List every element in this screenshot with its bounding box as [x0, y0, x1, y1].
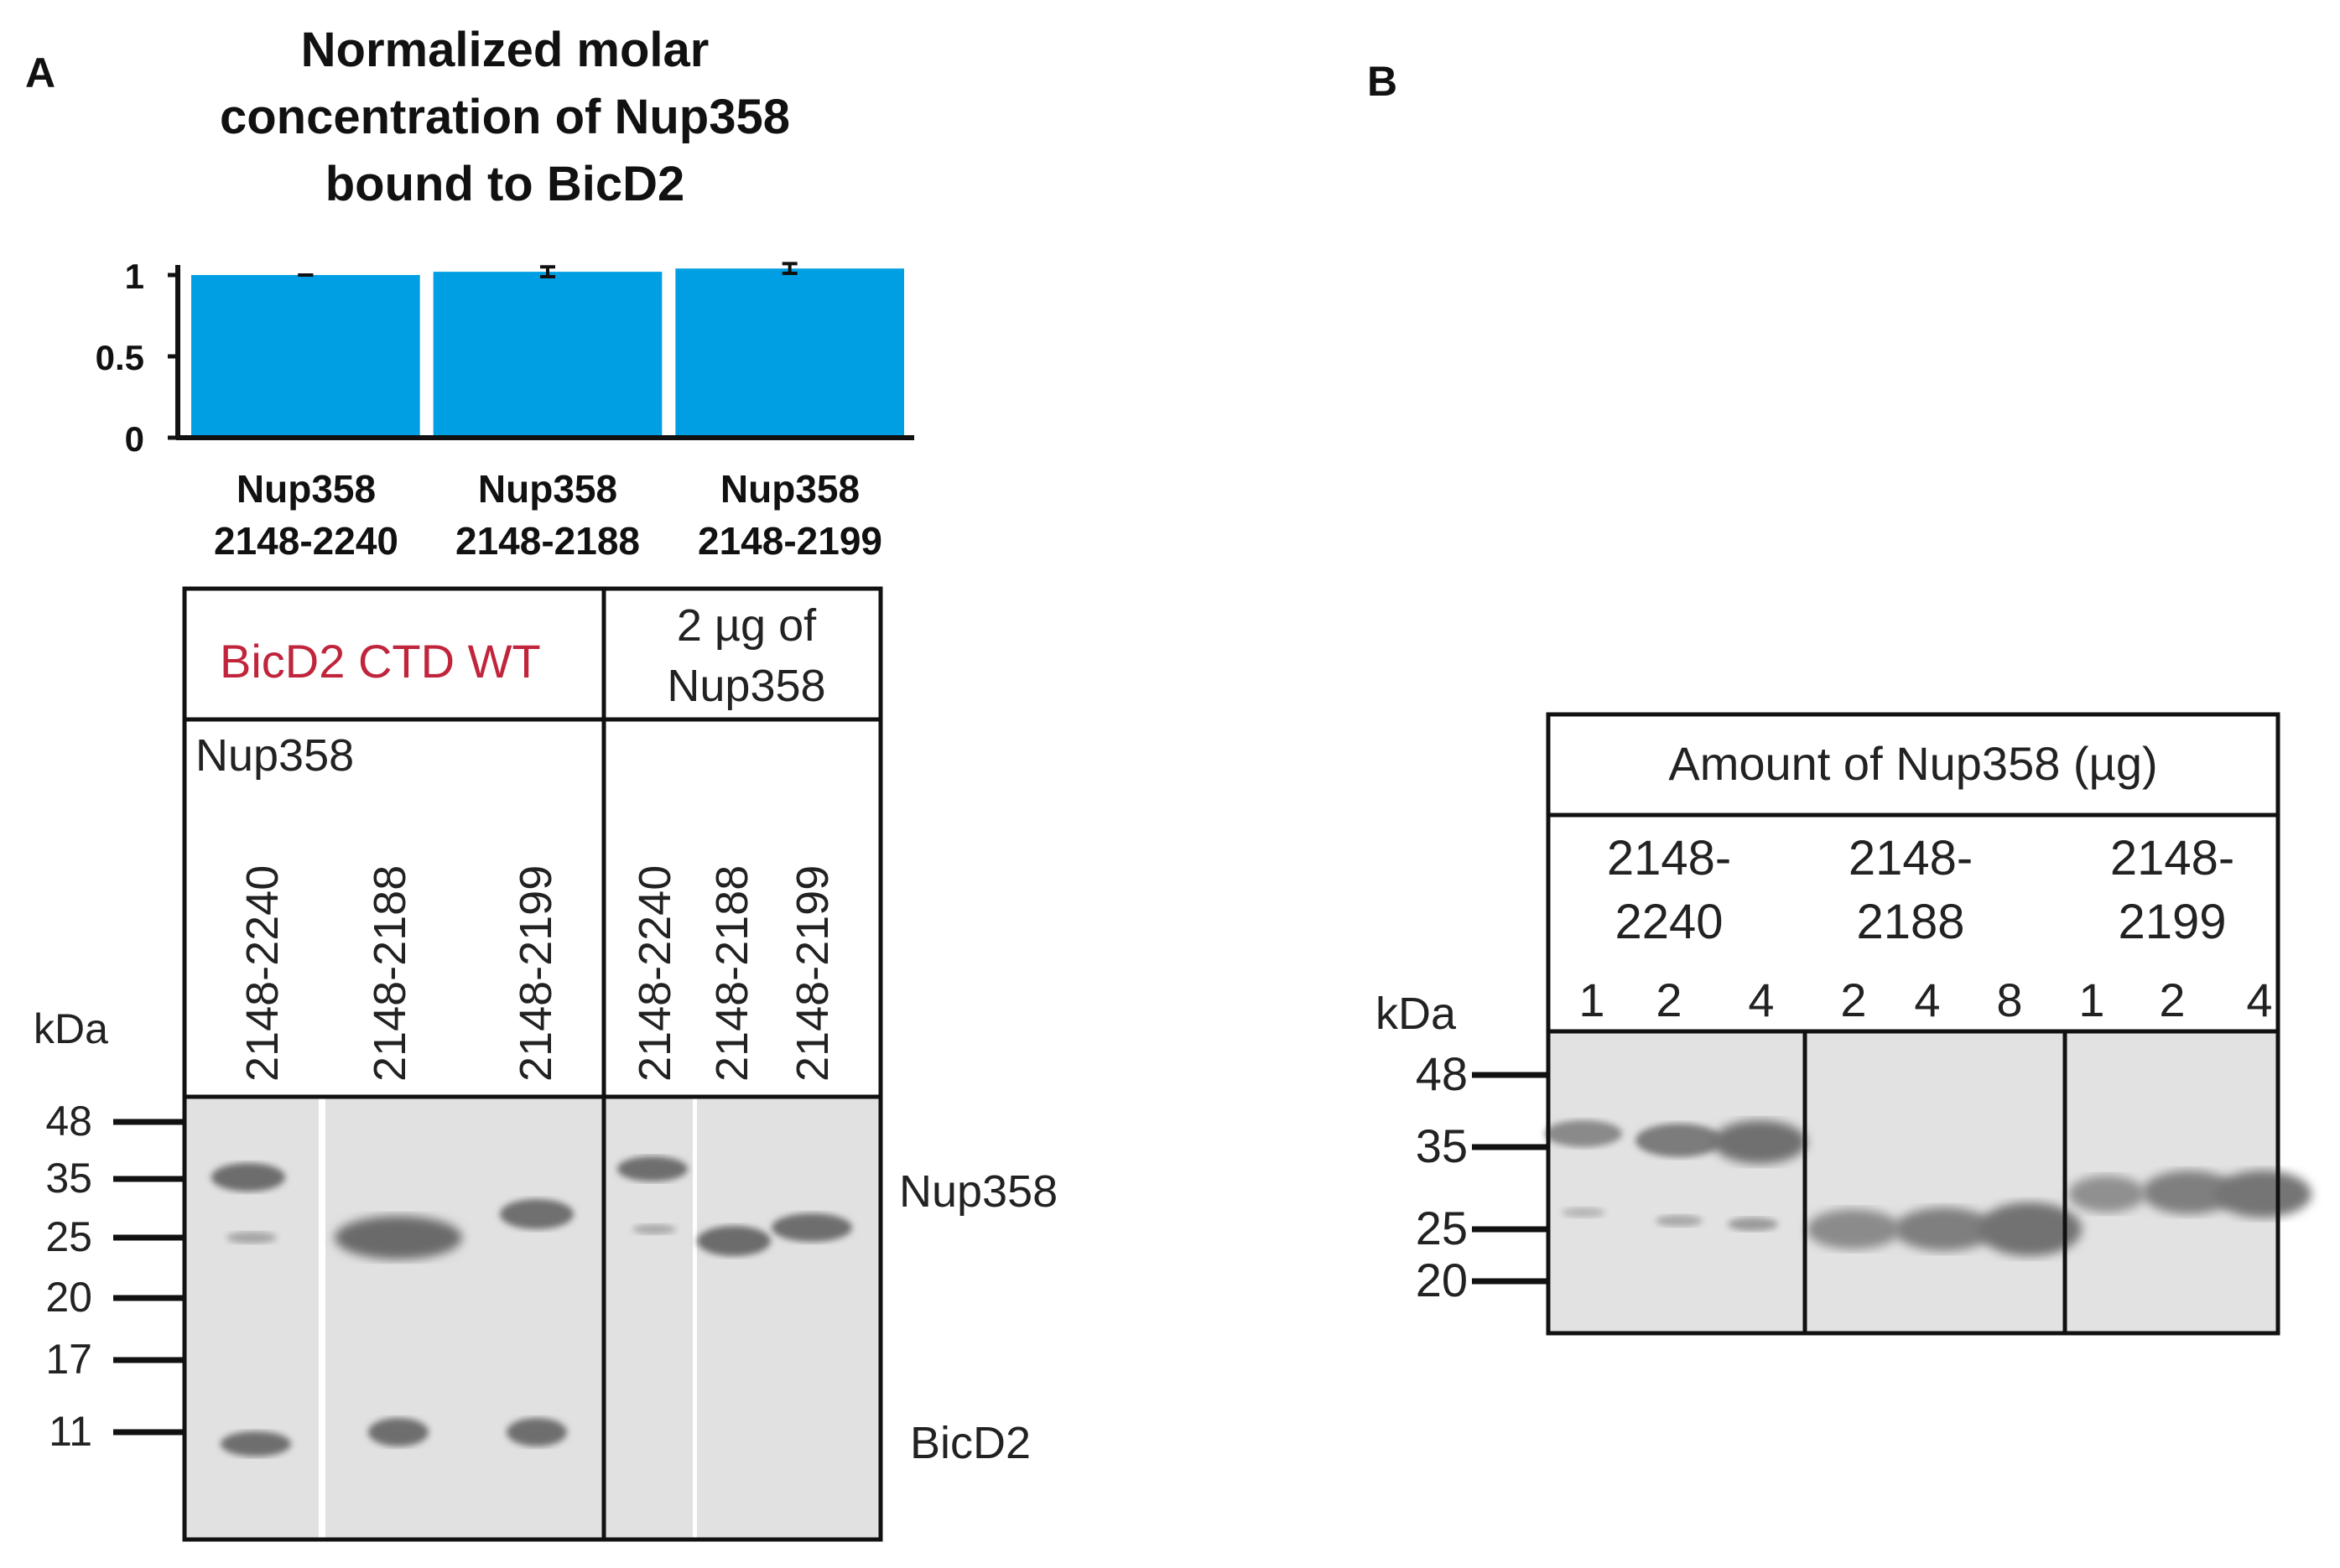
gel-b-lane-num-1: 1	[1578, 974, 1605, 1026]
gel-a-header-right-line-2: Nup358	[667, 661, 826, 711]
gel-b-group-3-line-1: 2148-	[2109, 831, 2235, 885]
gel-a-splice-line-2	[693, 1097, 697, 1539]
gel-a-kda-label: kDa	[34, 1005, 108, 1052]
gel-b-lane-num-8: 2	[2159, 974, 2186, 1026]
x-category-label-2: Nup358 2148-2188	[422, 463, 673, 567]
band-b-g2-lane-3	[1978, 1202, 2082, 1256]
marker-b-label-25: 25	[1415, 1202, 1468, 1254]
band-b-g1-minor-2	[1656, 1215, 1703, 1227]
gel-a-frame	[182, 586, 883, 1542]
band-b-g3-lane-2	[2142, 1171, 2236, 1214]
bar-3	[675, 268, 904, 438]
band-nup358-lane-2	[335, 1216, 462, 1259]
band-minor-lane-1	[226, 1232, 277, 1243]
y-tick-label-3: 0	[125, 419, 144, 459]
gel-b-lane-num-3: 4	[1748, 974, 1775, 1026]
band-b-g1-minor-3	[1728, 1218, 1778, 1231]
gel-a-splice-line-1	[319, 1097, 325, 1539]
gel-b-group-3-line-2: 2199	[2118, 895, 2227, 949]
band-nup358-lane-1	[211, 1163, 285, 1192]
band-b-g1-lane-3	[1713, 1120, 1807, 1164]
band-nup358-lane-4	[617, 1156, 688, 1181]
gel-b-lane-num-9: 4	[2246, 974, 2273, 1026]
band-label-bicd2: BicD2	[910, 1418, 1032, 1468]
band-bicd2-lane-1	[221, 1431, 291, 1456]
band-b-g2-lane-2	[1894, 1207, 1994, 1251]
band-b-g1-lane-1	[1545, 1120, 1622, 1147]
marker-label-17: 17	[45, 1336, 92, 1383]
band-b-g1-minor-1	[1562, 1207, 1605, 1218]
band-nup358-lane-6	[772, 1213, 852, 1242]
gel-b-group-1-line-1: 2148-	[1606, 831, 1732, 885]
marker-label-35: 35	[45, 1155, 92, 1202]
gel-b-group-2: 2148- 2188	[1827, 827, 1994, 954]
gel-b-lane-num-4: 2	[1840, 974, 1867, 1026]
x-category-label-3: Nup358 2148-2199	[664, 463, 916, 567]
gel-a-header-right: 2 µg of Nup358	[616, 595, 876, 716]
marker-b-label-20: 20	[1415, 1254, 1468, 1306]
band-b-g3-lane-3	[2214, 1171, 2311, 1218]
x-category-2-line-2: 2148-2188	[455, 519, 640, 563]
band-b-g2-lane-1	[1807, 1209, 1901, 1249]
chart-title: Normalized molar concentration of Nup358…	[127, 17, 882, 218]
panel-b-letter: B	[1367, 58, 1398, 105]
x-category-2-line-1: Nup358	[477, 467, 618, 511]
gel-b-frame	[1546, 712, 2280, 1336]
bar-1	[191, 275, 420, 438]
panel-a-letter: A	[25, 49, 56, 96]
band-b-g1-lane-2	[1635, 1124, 1723, 1157]
gel-a-header-right-line-1: 2 µg of	[676, 600, 817, 651]
gel-a-image	[185, 1097, 881, 1539]
gel-b-header: Amount of Nup358 (µg)	[1668, 737, 2158, 790]
gel-b-group-1: 2148- 2240	[1585, 827, 1753, 954]
band-nup358-lane-3	[500, 1199, 574, 1229]
band-minor-lane-4	[632, 1224, 676, 1234]
gel-a-subheader: Nup358	[195, 730, 355, 781]
marker-label-20: 20	[45, 1274, 92, 1321]
gel-b-group-2-line-1: 2148-	[1848, 831, 1973, 885]
band-nup358-lane-5	[697, 1226, 771, 1256]
x-category-label-1: Nup358 2148-2240	[180, 463, 432, 567]
gel-a-header-left: BicD2 CTD WT	[220, 635, 541, 688]
band-label-nup358: Nup358	[899, 1166, 1058, 1217]
y-tick-label-2: 0.5	[96, 338, 144, 377]
marker-b-label-35: 35	[1415, 1119, 1468, 1172]
gel-b-lane-num-6: 8	[1996, 974, 2023, 1026]
x-category-1-line-1: Nup358	[236, 467, 377, 511]
chart-title-line-3: bound to BicD2	[325, 157, 685, 211]
marker-label-25: 25	[45, 1213, 92, 1260]
chart-title-line-1: Normalized molar	[300, 23, 710, 77]
gel-b-group-1-line-2: 2240	[1615, 895, 1724, 949]
y-tick-label-1: 1	[125, 257, 144, 296]
gel-b-group-3: 2148- 2199	[2088, 827, 2256, 954]
band-bicd2-lane-3	[507, 1418, 567, 1446]
gel-b-lane-num-5: 4	[1914, 974, 1941, 1026]
x-category-3-line-2: 2148-2199	[698, 519, 882, 563]
band-b-g3-lane-1	[2068, 1176, 2145, 1212]
gel-b-kda-label: kDa	[1375, 989, 1457, 1039]
x-category-3-line-1: Nup358	[720, 467, 861, 511]
marker-label-11: 11	[49, 1408, 92, 1455]
gel-b-group-2-line-2: 2188	[1856, 895, 1965, 949]
gel-b-lane-num-7: 1	[2078, 974, 2105, 1026]
gel-b-lane-num-2: 2	[1656, 974, 1682, 1026]
chart-title-line-2: concentration of Nup358	[220, 90, 790, 144]
band-bicd2-lane-2	[368, 1418, 429, 1446]
x-category-1-line-2: 2148-2240	[214, 519, 398, 563]
marker-label-48: 48	[45, 1098, 92, 1145]
bar-2	[433, 272, 663, 438]
marker-b-label-48: 48	[1415, 1047, 1468, 1100]
